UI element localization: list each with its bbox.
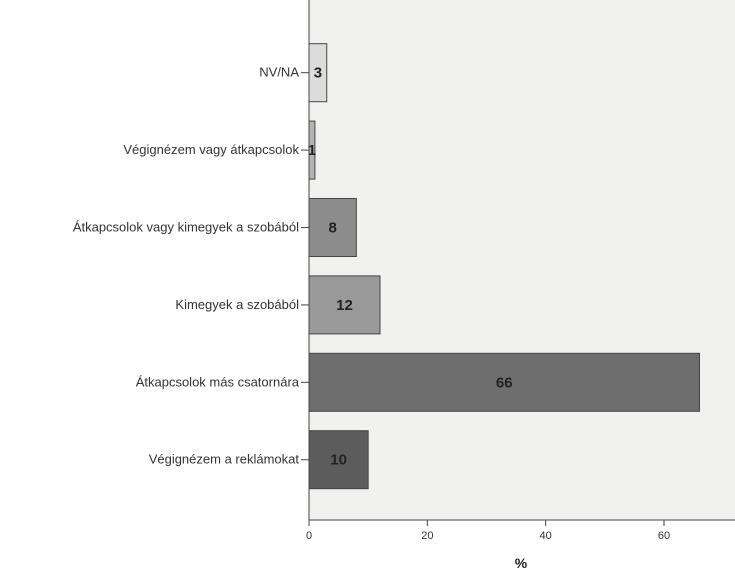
- plot-area: [309, 0, 735, 520]
- bar: [308, 275, 381, 335]
- category-label: Végignézem a reklámokat: [149, 452, 300, 467]
- x-tick-label: 40: [540, 530, 552, 542]
- x-tick-label: 60: [658, 530, 670, 542]
- data-label: 3: [314, 65, 322, 82]
- data-label: 12: [336, 297, 353, 314]
- bar: [308, 430, 369, 490]
- data-label: 8: [328, 220, 336, 237]
- data-label: 1: [308, 142, 316, 159]
- x-tick-label: 0: [306, 530, 312, 542]
- category-label: NV/NA: [259, 65, 299, 80]
- bar: [308, 352, 700, 412]
- category-label: Átkapcsolok vagy kimegyek a szobából: [73, 220, 299, 235]
- x-axis-ticks-group: 0 20 40 60: [306, 520, 670, 542]
- x-axis-title: %: [515, 555, 528, 571]
- bar: [308, 198, 357, 257]
- bars-group: 3 1 8 12 66 10: [308, 43, 700, 490]
- data-label: 10: [330, 452, 347, 469]
- category-label: Végignézem vagy átkapcsolok: [123, 142, 299, 157]
- category-label: Kimegyek a szobából: [175, 297, 299, 312]
- category-labels-group: NV/NA Végignézem vagy átkapcsolok Átkapcso…: [73, 65, 309, 467]
- category-label: Átkapcsolok más csatornára: [136, 374, 300, 389]
- data-label: 66: [496, 374, 513, 391]
- x-tick-label: 20: [421, 530, 433, 542]
